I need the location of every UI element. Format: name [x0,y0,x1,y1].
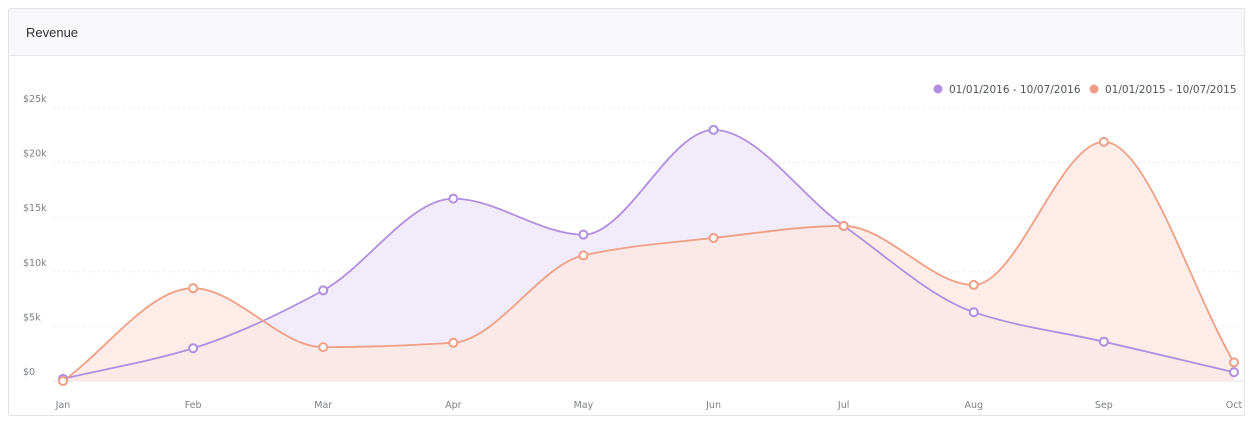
data-point[interactable] [188,343,199,354]
revenue-card: Revenue $0 $5k $10k $15k $20k $25k Jan Feb Mar A… [8,8,1245,416]
data-point[interactable] [58,376,68,386]
chart-areas [63,129,1234,381]
x-tick-label: May [574,400,594,411]
legend-label: 01/01/2015 - 10/07/2015 [1105,84,1237,96]
y-tick-label: $20k [23,149,47,160]
x-tick-label: Feb [185,400,202,411]
chart-legend[interactable]: 01/01/2016 - 10/07/2016 01/01/2015 - 10/0… [933,84,1237,96]
x-tick-label: Oct [1226,400,1243,411]
data-point[interactable] [1229,367,1239,378]
data-point[interactable] [578,250,589,261]
card-title: Revenue [26,24,79,40]
data-point[interactable] [968,307,979,318]
y-tick-label: $10k [23,258,47,269]
data-point[interactable] [448,337,459,348]
series-line [62,128,1235,380]
x-tick-label: Jun [705,400,721,411]
x-tick-label: Aug [964,400,983,411]
data-point[interactable] [708,124,719,135]
series-area [63,141,1234,381]
series-line [62,140,1235,382]
y-tick-label: $15k [23,203,47,214]
data-point[interactable] [578,229,589,240]
x-tick-label: Mar [314,400,332,411]
chart-points [58,124,1239,386]
data-point[interactable] [318,285,329,296]
card-header: Revenue [9,9,1244,56]
x-tick-label: Sep [1095,400,1113,411]
data-point[interactable] [1098,136,1109,147]
y-axis: $0 $5k $10k $15k $20k $25k [23,94,47,378]
legend-swatch [933,84,943,94]
data-point[interactable] [838,220,849,231]
x-tick-label: Jul [837,400,849,411]
y-tick-label: $5k [23,312,41,323]
y-tick-label: $25k [23,94,47,105]
legend-item[interactable]: 01/01/2016 - 10/07/2016 [933,84,1081,96]
data-point[interactable] [968,279,979,290]
legend-label: 01/01/2016 - 10/07/2016 [949,84,1081,96]
data-point[interactable] [1229,357,1239,368]
legend-item[interactable]: 01/01/2015 - 10/07/2015 [1089,84,1237,96]
x-axis: Jan Feb Mar Apr May Jun Jul Aug Sep Oct [55,400,1243,411]
x-tick-label: Jan [55,400,71,411]
x-tick-label: Apr [445,400,462,411]
chart-area: $0 $5k $10k $15k $20k $25k Jan Feb Mar Apr May Jun… [9,56,1246,417]
chart-lines [62,128,1235,382]
y-tick-label: $0 [23,367,35,378]
revenue-chart: $0 $5k $10k $15k $20k $25k Jan Feb Mar Apr May Jun… [23,84,1244,411]
data-point[interactable] [318,342,329,353]
legend-swatch [1089,84,1099,94]
data-point[interactable] [1098,336,1109,347]
data-point[interactable] [708,232,719,243]
data-point[interactable] [448,193,459,204]
data-point[interactable] [188,283,199,294]
